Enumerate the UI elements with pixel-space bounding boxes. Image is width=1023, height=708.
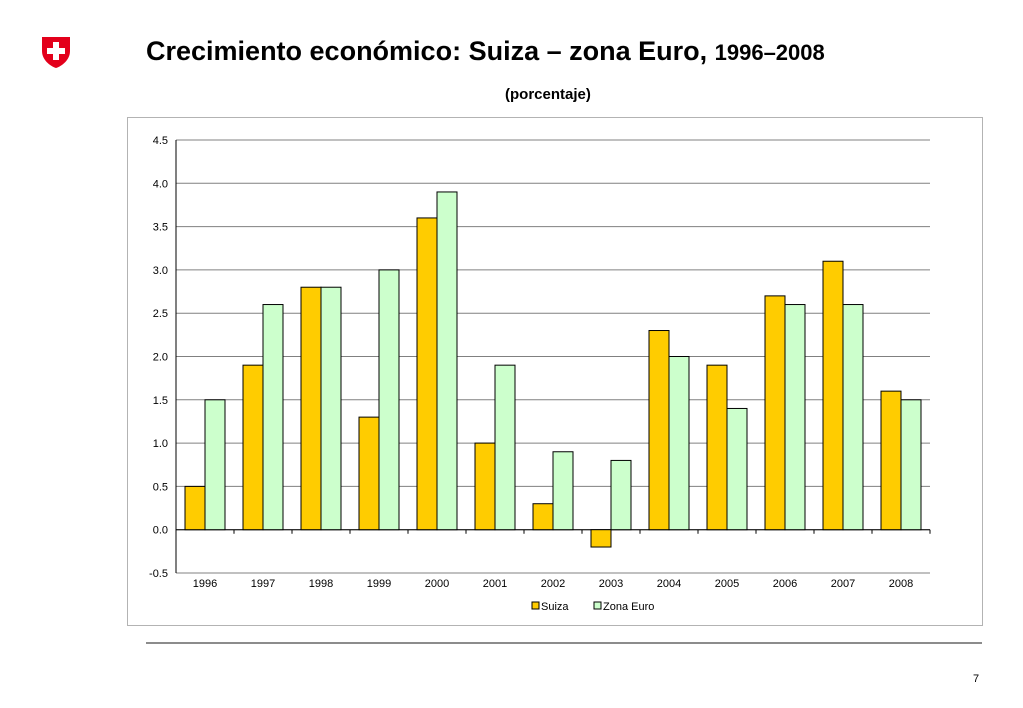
x-tick-label: 2005 [715,578,739,590]
bar-zona-euro [378,269,400,531]
x-tick-label: 1997 [251,578,275,590]
bar-suiza [300,286,322,531]
bar-suiza [242,364,264,531]
y-tick-label: 3.0 [153,265,168,277]
chart-frame: -0.5 0.0 0.5 1.0 1.5 2.0 2.5 3.0 3.5 4.0 4.5 1996 19… [127,117,983,626]
bar-zona-euro [610,459,632,531]
x-tick-label: 2001 [483,578,507,590]
bar-zona-euro [552,451,574,531]
x-tick-label: 2008 [889,578,913,590]
legend-item-zona-euro-swatch [593,601,602,610]
legend-item-suiza-swatch [531,601,540,610]
legend-item-suiza-label: Suiza [541,601,569,613]
bar-suiza [474,442,496,531]
bar-zona-euro [262,304,284,531]
bar-zona-euro [900,399,922,531]
bar-suiza [590,529,612,548]
x-tick-label: 2000 [425,578,449,590]
x-tick-label: 1999 [367,578,391,590]
y-tick-label: 4.5 [153,135,168,147]
x-tick-label: 2002 [541,578,565,590]
bar-suiza [532,503,554,531]
slide-title-years: 1996–2008 [714,40,825,65]
slide-title: Crecimiento económico: Suiza – zona Euro… [146,36,825,67]
y-tick-label: 1.0 [153,438,168,450]
x-tick-label: 1998 [309,578,333,590]
y-tick-label: 0.5 [153,481,168,493]
bar-suiza [764,295,786,531]
y-tick-label: 2.0 [153,352,168,364]
bar-zona-euro [668,356,690,531]
bar-suiza [706,364,728,531]
page-number: 7 [973,673,980,685]
x-tick-label: 2004 [657,578,681,590]
x-tick-label: 1996 [193,578,217,590]
swiss-flag-icon [40,35,72,69]
bar-zona-euro [784,304,806,531]
bar-zona-euro [842,304,864,531]
swiss-cross-horizontal [47,48,65,54]
bar-zona-euro [494,364,516,531]
x-tick-label: 2003 [599,578,623,590]
y-tick-label: 0.0 [153,525,168,537]
bar-suiza [184,485,206,531]
bar-suiza [648,330,670,531]
bar-chart: -0.5 0.0 0.5 1.0 1.5 2.0 2.5 3.0 3.5 4.0 4.5 1996 19… [149,135,931,613]
x-tick-label: 2006 [773,578,797,590]
y-tick-label: -0.5 [149,568,168,580]
bar-suiza [822,260,844,531]
bar-zona-euro [436,191,458,531]
footer-divider [146,642,982,644]
y-tick-label: 1.5 [153,395,168,407]
bar-suiza [358,416,380,531]
bar-suiza [880,390,902,531]
bar-zona-euro [320,286,342,531]
y-tick-label: 2.5 [153,308,168,320]
bar-suiza [416,217,438,531]
bar-zona-euro [204,399,226,531]
slide-title-main: Crecimiento económico: Suiza – zona Euro… [146,36,708,66]
y-tick-label: 3.5 [153,222,168,234]
legend-item-zona-euro-label: Zona Euro [603,601,654,613]
bar-zona-euro [726,407,748,531]
slide-subtitle: (porcentaje) [505,86,591,103]
x-tick-label: 2007 [831,578,855,590]
y-tick-label: 4.0 [153,178,168,190]
